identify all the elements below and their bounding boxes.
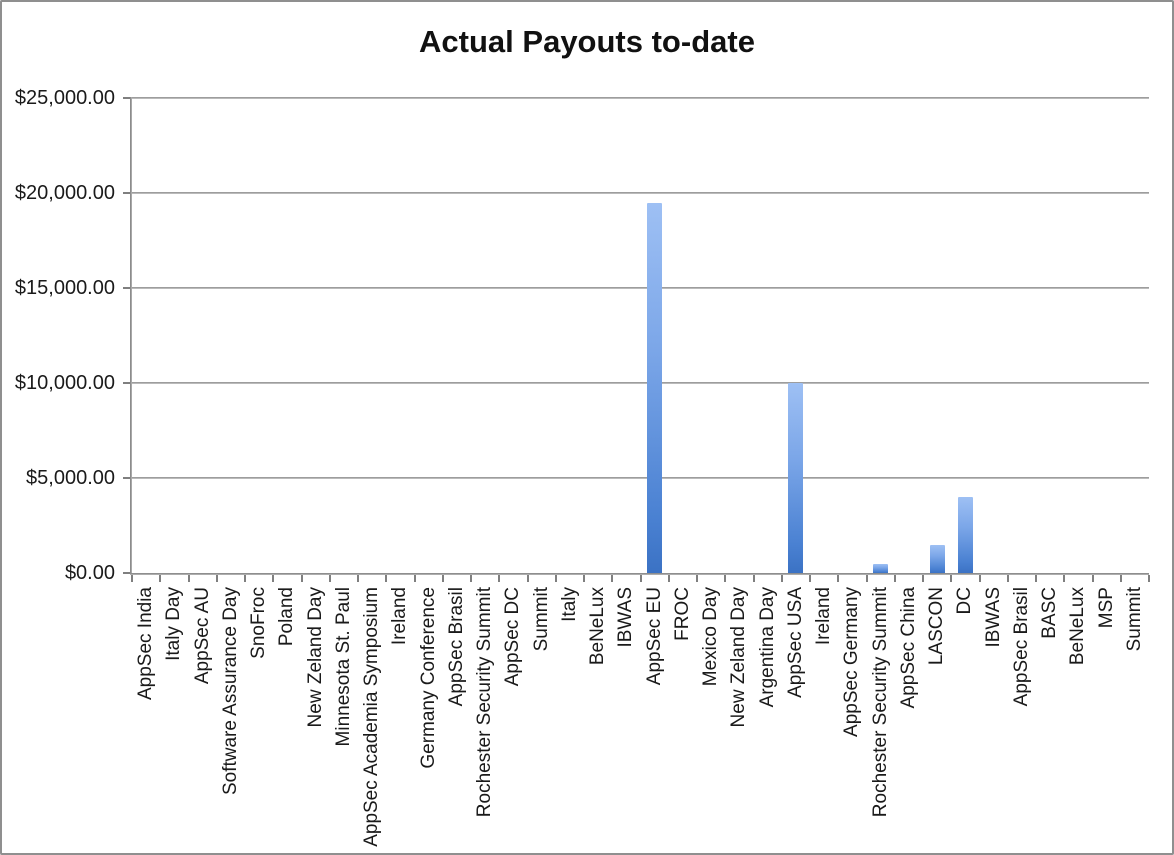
gridline-25000: [132, 97, 1149, 99]
x-axis-tick: [583, 575, 585, 582]
x-axis-tick: [1035, 575, 1037, 582]
gridline-10000: [132, 382, 1149, 384]
x-axis-tick: [611, 575, 614, 582]
x-axis-tick: [215, 575, 218, 582]
x-axis-category-label: Poland: [276, 587, 298, 647]
x-axis-category-label: BASC: [1039, 587, 1061, 639]
y-axis-tick-label: $15,000.00: [14, 277, 115, 299]
x-axis-tick: [950, 575, 953, 582]
x-axis-tick: [780, 575, 783, 582]
x-axis-category-label: Software Assurance Day: [219, 587, 241, 796]
x-axis-category-label: AppSec Brasil: [1010, 587, 1032, 707]
y-axis-tick: [123, 477, 131, 479]
x-axis-tick: [470, 575, 472, 582]
y-axis-line: [130, 97, 132, 575]
y-axis-tick-label: $0.00: [64, 562, 115, 584]
x-axis-tick: [441, 575, 444, 582]
y-axis-tick: [123, 192, 131, 194]
bar-appsec-usa: [788, 383, 804, 573]
y-axis-tick-label: $25,000.00: [14, 87, 115, 109]
x-axis-tick: [978, 575, 981, 582]
x-axis-tick: [922, 575, 924, 582]
x-axis-category-label: Ireland: [813, 587, 835, 646]
x-axis-category-label: Rochester Security Summit: [474, 587, 496, 818]
x-axis-tick: [554, 575, 557, 582]
x-axis-category-label: AppSec EU: [643, 587, 665, 686]
bar-dc: [957, 497, 973, 573]
x-axis-tick: [1091, 575, 1094, 582]
x-axis-category-label: New Zeland Day: [728, 587, 750, 728]
x-axis-line: [130, 573, 1149, 575]
x-axis-category-label: Italy Day: [163, 587, 185, 661]
x-axis-tick: [498, 575, 501, 582]
gridline-20000: [132, 192, 1149, 194]
x-axis-tick: [1006, 575, 1009, 582]
bar-rochester-security-summit: [873, 563, 889, 573]
x-axis-tick: [1148, 575, 1150, 582]
x-axis-tick: [131, 575, 133, 582]
x-axis-category-label: BeNeLux: [1067, 587, 1089, 666]
x-axis-tick: [187, 575, 190, 582]
y-axis-tick: [123, 287, 131, 289]
x-axis-tick: [893, 575, 896, 582]
x-axis-category-label: FROC: [671, 587, 693, 641]
x-axis-category-label: AppSec Germany: [841, 587, 863, 737]
x-axis-category-label: Germany Conference: [417, 587, 439, 769]
x-axis-tick: [752, 575, 755, 582]
x-axis-category-label: AppSec India: [135, 587, 157, 701]
y-axis-tick-label: $20,000.00: [14, 182, 115, 204]
y-axis-tick: [123, 382, 131, 384]
x-axis-tick: [667, 575, 670, 582]
x-axis-tick: [300, 575, 303, 582]
x-axis-tick: [696, 575, 698, 582]
x-axis-category-label: Summit: [1123, 587, 1145, 652]
y-axis-tick: [123, 572, 131, 574]
x-axis-category-label: Minnesota St. Paul: [332, 587, 354, 747]
x-axis-tick: [385, 575, 388, 582]
x-axis-category-label: Italy: [558, 587, 580, 622]
x-axis-category-label: DC: [954, 587, 976, 615]
x-axis-tick: [724, 575, 727, 582]
x-axis-category-label: SnoFroc: [248, 587, 270, 659]
x-axis-tick: [272, 575, 275, 582]
x-axis-category-label: BeNeLux: [587, 587, 609, 666]
x-axis-category-label: New Zeland Day: [304, 587, 326, 728]
x-axis-category-label: AppSec Brasil: [445, 587, 467, 707]
x-axis-category-label: Mexico Day: [700, 587, 722, 687]
x-axis-tick: [159, 575, 162, 582]
x-axis-tick: [809, 575, 811, 582]
x-axis-category-label: AppSec China: [897, 587, 919, 709]
y-axis-tick: [123, 97, 131, 99]
x-axis-tick: [837, 575, 840, 582]
x-axis-category-label: AppSec DC: [502, 587, 524, 687]
x-axis-tick: [328, 575, 331, 582]
x-axis-tick: [244, 575, 246, 582]
x-axis-category-label: MSP: [1095, 587, 1117, 629]
x-axis-tick: [1119, 575, 1122, 582]
gridline-5000: [132, 477, 1149, 479]
x-axis-tick: [865, 575, 868, 582]
y-axis-tick-label: $5,000.00: [26, 467, 115, 489]
x-axis-category-label: Ireland: [389, 587, 411, 646]
x-axis-category-label: AppSec AU: [191, 587, 213, 685]
gridline-15000: [132, 287, 1149, 289]
x-axis-tick: [413, 575, 416, 582]
x-axis-category-label: Argentina Day: [756, 587, 778, 708]
y-axis-tick-label: $10,000.00: [14, 372, 115, 394]
x-axis-category-label: AppSec USA: [784, 587, 806, 698]
x-axis-tick: [639, 575, 642, 582]
x-axis-tick: [526, 575, 529, 582]
x-axis-category-label: IBWAS: [982, 587, 1004, 648]
chart-title: Actual Payouts to-date: [419, 24, 755, 59]
x-axis-tick: [1063, 575, 1066, 582]
x-axis-category-label: Summit: [530, 587, 552, 652]
x-axis-category-label: AppSec Academia Symposium: [361, 587, 383, 847]
bar-lascon: [929, 544, 945, 573]
x-axis-category-label: LASCON: [926, 587, 948, 666]
x-axis-category-label: Rochester Security Summit: [869, 587, 891, 818]
bar-appsec-eu: [647, 202, 663, 573]
x-axis-category-label: IBWAS: [615, 587, 637, 648]
x-axis-tick: [357, 575, 359, 582]
